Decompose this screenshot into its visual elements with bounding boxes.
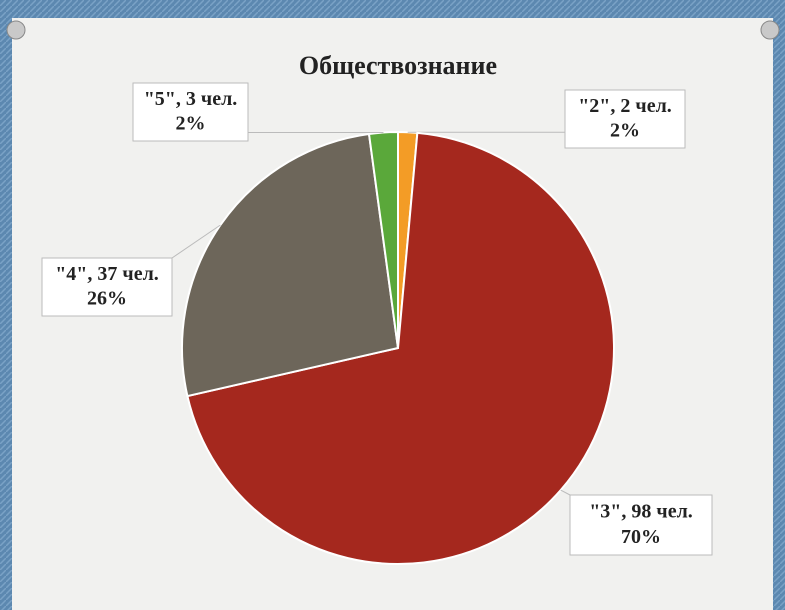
- data-label: "4", 37 чел.: [55, 263, 159, 285]
- slide: Обществознание "2", 2 чел.2%"3", 98 чел.…: [0, 0, 785, 610]
- percent-label: 2%: [176, 112, 206, 134]
- data-label: "3", 98 чел.: [589, 501, 693, 523]
- percent-label: 2%: [610, 119, 640, 141]
- pin: [761, 21, 779, 39]
- percent-label: 26%: [87, 287, 127, 309]
- chart-title: Обществознание: [299, 51, 497, 80]
- data-label: "2", 2 чел.: [578, 95, 672, 117]
- percent-label: 70%: [621, 526, 661, 548]
- pin: [7, 21, 25, 39]
- data-label: "5", 3 чел.: [144, 88, 238, 110]
